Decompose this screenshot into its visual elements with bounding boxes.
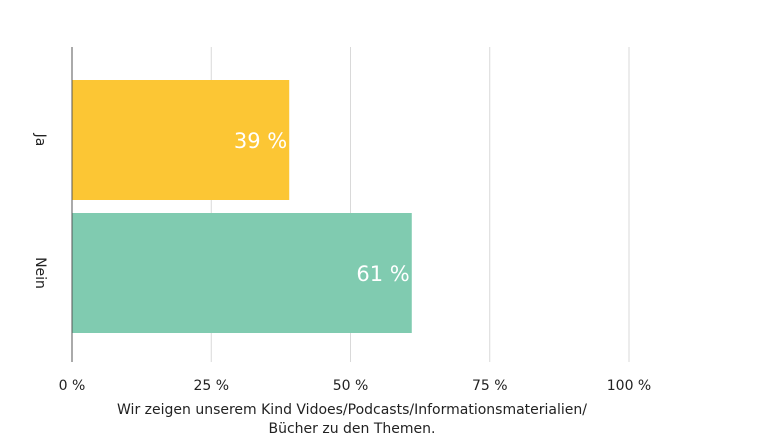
x-tick-label: 100 % — [607, 378, 651, 394]
x-axis-label-line-1: Wir zeigen unserem Kind Vidoes/Podcasts/… — [117, 402, 587, 418]
x-axis-label: Wir zeigen unserem Kind Vidoes/Podcasts/… — [0, 401, 704, 439]
bars: 39 % 61 % — [72, 80, 412, 333]
x-tick-labels: 0 % 25 % 50 % 75 % 100 % — [59, 378, 652, 394]
x-axis-label-line-2: Bücher zu den Themen. — [268, 421, 436, 437]
bar-value-label: 39 % — [234, 129, 287, 153]
x-tick-label: 50 % — [333, 378, 369, 394]
x-tick-label: 25 % — [193, 378, 229, 394]
bar-ja — [72, 80, 290, 200]
bar-nein — [72, 213, 412, 333]
x-tick-label: 75 % — [472, 378, 508, 394]
x-tick-label: 0 % — [59, 378, 86, 394]
category-labels: Ja Nein — [32, 133, 48, 289]
bar-value-label: 61 % — [356, 262, 409, 286]
category-label: Nein — [32, 257, 48, 289]
category-label: Ja — [32, 133, 48, 147]
